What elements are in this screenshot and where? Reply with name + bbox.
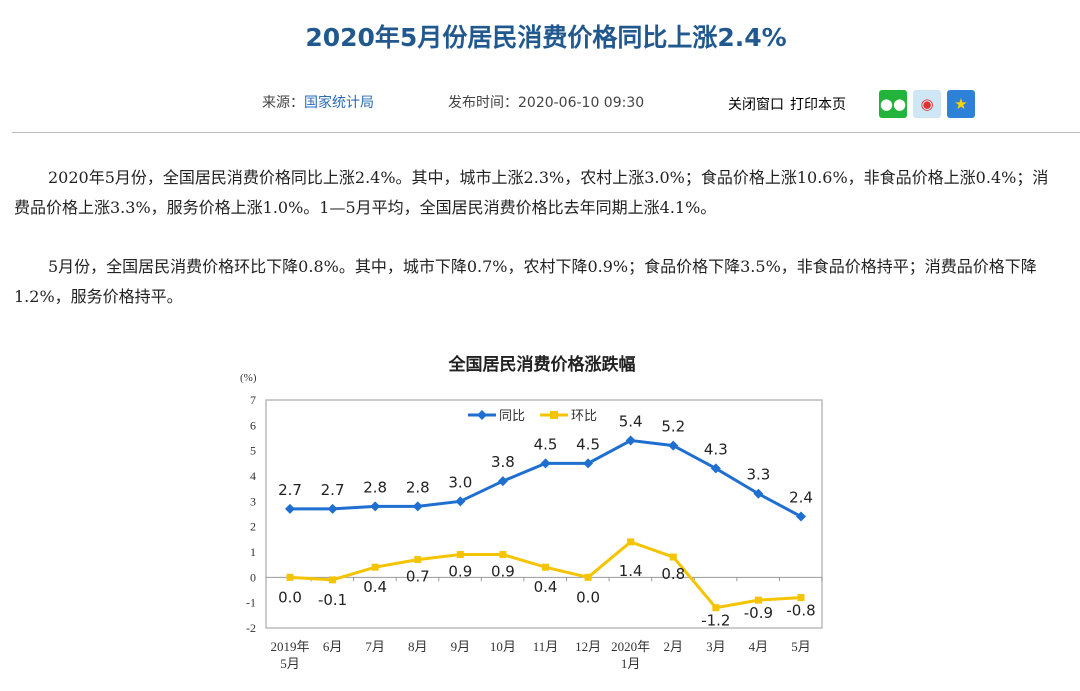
- data-point: [285, 503, 295, 514]
- data-point: [584, 573, 592, 581]
- data-point: [370, 501, 381, 512]
- source-link[interactable]: 国家统计局: [304, 95, 374, 111]
- data-point: [712, 604, 720, 612]
- data-point: [456, 551, 464, 559]
- x-tick-label: 3月: [706, 639, 726, 654]
- y-axis-label: (%): [240, 372, 257, 384]
- x-tick-label: 4月: [749, 639, 769, 654]
- x-tick-label: 7月: [365, 639, 385, 654]
- data-point: [753, 488, 764, 499]
- data-point: [455, 496, 466, 507]
- plot-area: [265, 399, 823, 629]
- x-tick-label: 1月: [621, 656, 641, 671]
- y-tick-label: 6: [250, 418, 256, 432]
- data-point: [371, 563, 379, 571]
- data-point: [710, 463, 721, 474]
- data-label: -0.9: [744, 604, 773, 622]
- data-label: 2.4: [789, 489, 813, 507]
- data-point: [796, 511, 806, 522]
- data-label: 0.7: [406, 568, 430, 586]
- x-tick-label: 6月: [323, 639, 343, 654]
- data-point: [754, 596, 762, 604]
- data-label: 2.8: [406, 478, 430, 496]
- data-label: -1.2: [701, 612, 730, 630]
- x-tick-label: 2月: [663, 639, 683, 654]
- legend-marker: [550, 411, 558, 419]
- data-point: [327, 503, 338, 514]
- y-tick-label: 4: [250, 469, 256, 483]
- data-label: 4.5: [576, 435, 600, 453]
- legend-label: 环比: [571, 409, 597, 424]
- data-point: [542, 563, 549, 571]
- cpi-chart: 全国居民消费价格涨跌幅 (%) 7 6 5 4 3 2 1 0 -1 -2 2019年 5月 6月 7月 8月 9…: [240, 354, 823, 671]
- x-tick-label: 10月: [490, 639, 516, 654]
- data-point: [625, 435, 636, 446]
- data-label: 1.4: [619, 562, 643, 580]
- x-tick-label: 11月: [533, 639, 559, 654]
- data-point: [669, 553, 677, 561]
- data-point: [286, 573, 294, 581]
- y-tick-label: 5: [250, 444, 256, 458]
- paragraph: 2020年5月份，全国居民消费价格同比上涨2.4%。其中，城市上涨2.3%，农村…: [14, 168, 1049, 217]
- x-tick-label: 2019年: [270, 639, 309, 654]
- data-point: [540, 458, 551, 469]
- weibo-icon[interactable]: ◉: [913, 90, 941, 118]
- close-window-link[interactable]: 关闭窗口: [728, 97, 784, 113]
- data-label: 0.9: [491, 563, 515, 581]
- data-point: [627, 538, 635, 546]
- data-point: [797, 594, 805, 602]
- data-label: -0.8: [786, 602, 815, 620]
- data-point: [412, 501, 423, 512]
- data-label: 0.0: [278, 588, 302, 606]
- x-tick-label: 9月: [451, 639, 471, 654]
- divider: [12, 132, 1080, 133]
- y-tick-label: 1: [250, 545, 256, 559]
- data-point: [668, 440, 679, 451]
- data-label: 3.0: [448, 473, 472, 491]
- data-label: 0.9: [448, 563, 472, 581]
- data-label: 5.4: [619, 413, 643, 431]
- data-label: 2.7: [321, 481, 345, 499]
- publish-time: 发布时间：2020-06-10 09:30: [448, 95, 645, 111]
- data-point: [414, 556, 422, 564]
- data-label: 0.4: [534, 578, 558, 596]
- data-label: -0.1: [318, 591, 347, 609]
- legend-marker: [477, 410, 487, 420]
- data-point: [583, 458, 594, 469]
- y-tick-label: 3: [250, 494, 256, 508]
- source-label: 来源：: [262, 95, 304, 111]
- data-label: 5.2: [661, 418, 685, 436]
- y-tick-label: -1: [246, 596, 256, 610]
- paragraph: 5月份，全国居民消费价格环比下降0.8%。其中，城市下降0.7%，农村下降0.9…: [14, 257, 1037, 306]
- data-point: [499, 551, 507, 559]
- data-label: 0.0: [576, 588, 600, 606]
- data-label: 0.8: [661, 565, 685, 583]
- legend-label: 同比: [499, 409, 525, 424]
- print-link[interactable]: 打印本页: [790, 97, 846, 113]
- data-label: 2.7: [278, 481, 302, 499]
- page-title: 2020年5月份居民消费价格同比上涨2.4%: [305, 23, 787, 52]
- data-label: 0.4: [363, 578, 387, 596]
- x-tick-label: 5月: [791, 639, 811, 654]
- qzone-icon[interactable]: ★: [947, 90, 975, 118]
- y-tick-label: 2: [250, 520, 256, 534]
- y-tick-label: 0: [250, 570, 256, 584]
- x-tick-label: 8月: [408, 639, 428, 654]
- data-label: 2.8: [363, 478, 387, 496]
- y-tick-label: 7: [250, 393, 256, 407]
- data-label: 3.3: [746, 466, 770, 484]
- wechat-icon[interactable]: ●●: [879, 90, 907, 118]
- data-point: [329, 576, 337, 584]
- chart-title: 全国居民消费价格涨跌幅: [448, 354, 636, 375]
- source: 来源：国家统计局: [262, 92, 374, 112]
- x-tick-label: 2020年: [611, 639, 650, 654]
- x-tick-label: 5月: [280, 656, 300, 671]
- data-label: 3.8: [491, 453, 515, 471]
- x-tick-label: 12月: [575, 639, 601, 654]
- data-point: [497, 476, 508, 487]
- data-label: 4.3: [704, 440, 728, 458]
- data-label: 4.5: [534, 435, 558, 453]
- y-tick-label: -2: [246, 621, 256, 635]
